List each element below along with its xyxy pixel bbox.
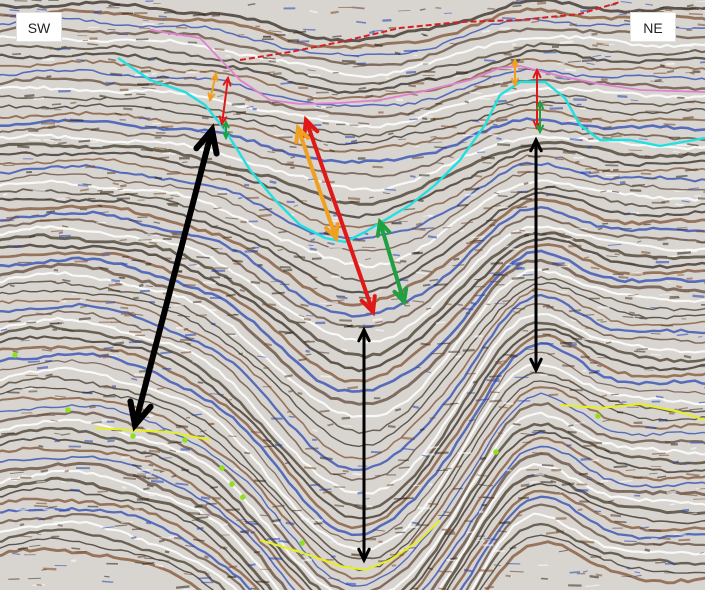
direction-label-sw: SW <box>16 12 62 42</box>
direction-label-ne: NE <box>630 12 676 42</box>
